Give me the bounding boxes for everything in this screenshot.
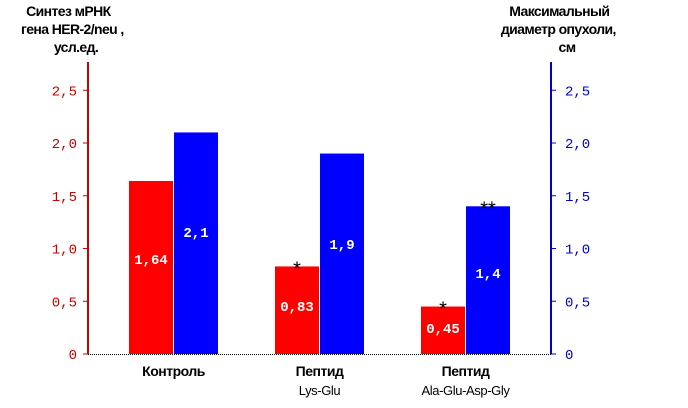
left-axis-title-line-2: гена HER-2/neu , bbox=[21, 21, 124, 37]
bar-mrna-0 bbox=[129, 180, 173, 354]
left-y-tick-label: 0,5 bbox=[52, 295, 77, 311]
right-y-tick-label: 0,5 bbox=[565, 295, 590, 311]
right-axis-title-line-3: см bbox=[559, 39, 576, 55]
bar-tumor-2 bbox=[466, 206, 510, 354]
right-y-tick-label: 0 bbox=[565, 348, 573, 364]
bar-value-label: 0,83 bbox=[280, 300, 314, 316]
left-y-tick-label: 2,0 bbox=[52, 137, 77, 153]
right-y-tick-label: 1,5 bbox=[565, 190, 590, 206]
significance-mark: * bbox=[439, 299, 447, 321]
significance-mark: ** bbox=[480, 198, 496, 220]
bar-value-label: 1,4 bbox=[475, 267, 500, 283]
right-y-tick-label: 2,5 bbox=[565, 84, 590, 100]
category-label: Пептид bbox=[442, 363, 490, 379]
right-y-tick-label: 2,0 bbox=[565, 137, 590, 153]
right-axis-title-line-1: Максимальный bbox=[509, 3, 609, 19]
category-sublabel: Lys-Glu bbox=[299, 383, 341, 398]
bar-tumor-1 bbox=[320, 153, 364, 354]
category-sublabel: Ala-Glu-Asp-Gly bbox=[422, 383, 511, 398]
bar-value-label: 0,45 bbox=[426, 322, 460, 338]
bar-mrna-2 bbox=[421, 306, 465, 354]
left-axis-title: Синтез мРНК гена HER-2/neu , усл.ед. bbox=[21, 3, 127, 55]
right-y-tick-label: 1,0 bbox=[565, 243, 590, 259]
right-axis-title: Максимальный диаметр опухоли, см bbox=[501, 3, 619, 55]
category-label: Контроль bbox=[142, 363, 206, 379]
left-y-tick-label: 0 bbox=[69, 348, 77, 364]
bar-mrna-1 bbox=[275, 266, 319, 354]
category-label: Пептид bbox=[296, 363, 344, 379]
left-y-tick-label: 2,5 bbox=[52, 84, 77, 100]
bar-value-label: 2,1 bbox=[183, 226, 208, 242]
bar-tumor-0 bbox=[174, 132, 218, 354]
bar-value-label: 1,64 bbox=[134, 253, 168, 269]
significance-mark: * bbox=[293, 258, 301, 280]
left-axis-title-line-1: Синтез мРНК bbox=[26, 3, 111, 19]
left-y-tick-label: 1,0 bbox=[52, 243, 77, 259]
plot-area: 0 0,5 1,0 1,5 2,0 2,5 0 0,5 1,0 1,5 2,0 2,5 1,64 0,83… bbox=[52, 62, 590, 398]
left-y-tick-label: 1,5 bbox=[52, 190, 77, 206]
right-axis-title-line-2: диаметр опухоли, bbox=[501, 21, 616, 37]
bar-value-label: 1,9 bbox=[329, 238, 354, 254]
left-axis-title-line-3: усл.ед. bbox=[54, 39, 98, 55]
